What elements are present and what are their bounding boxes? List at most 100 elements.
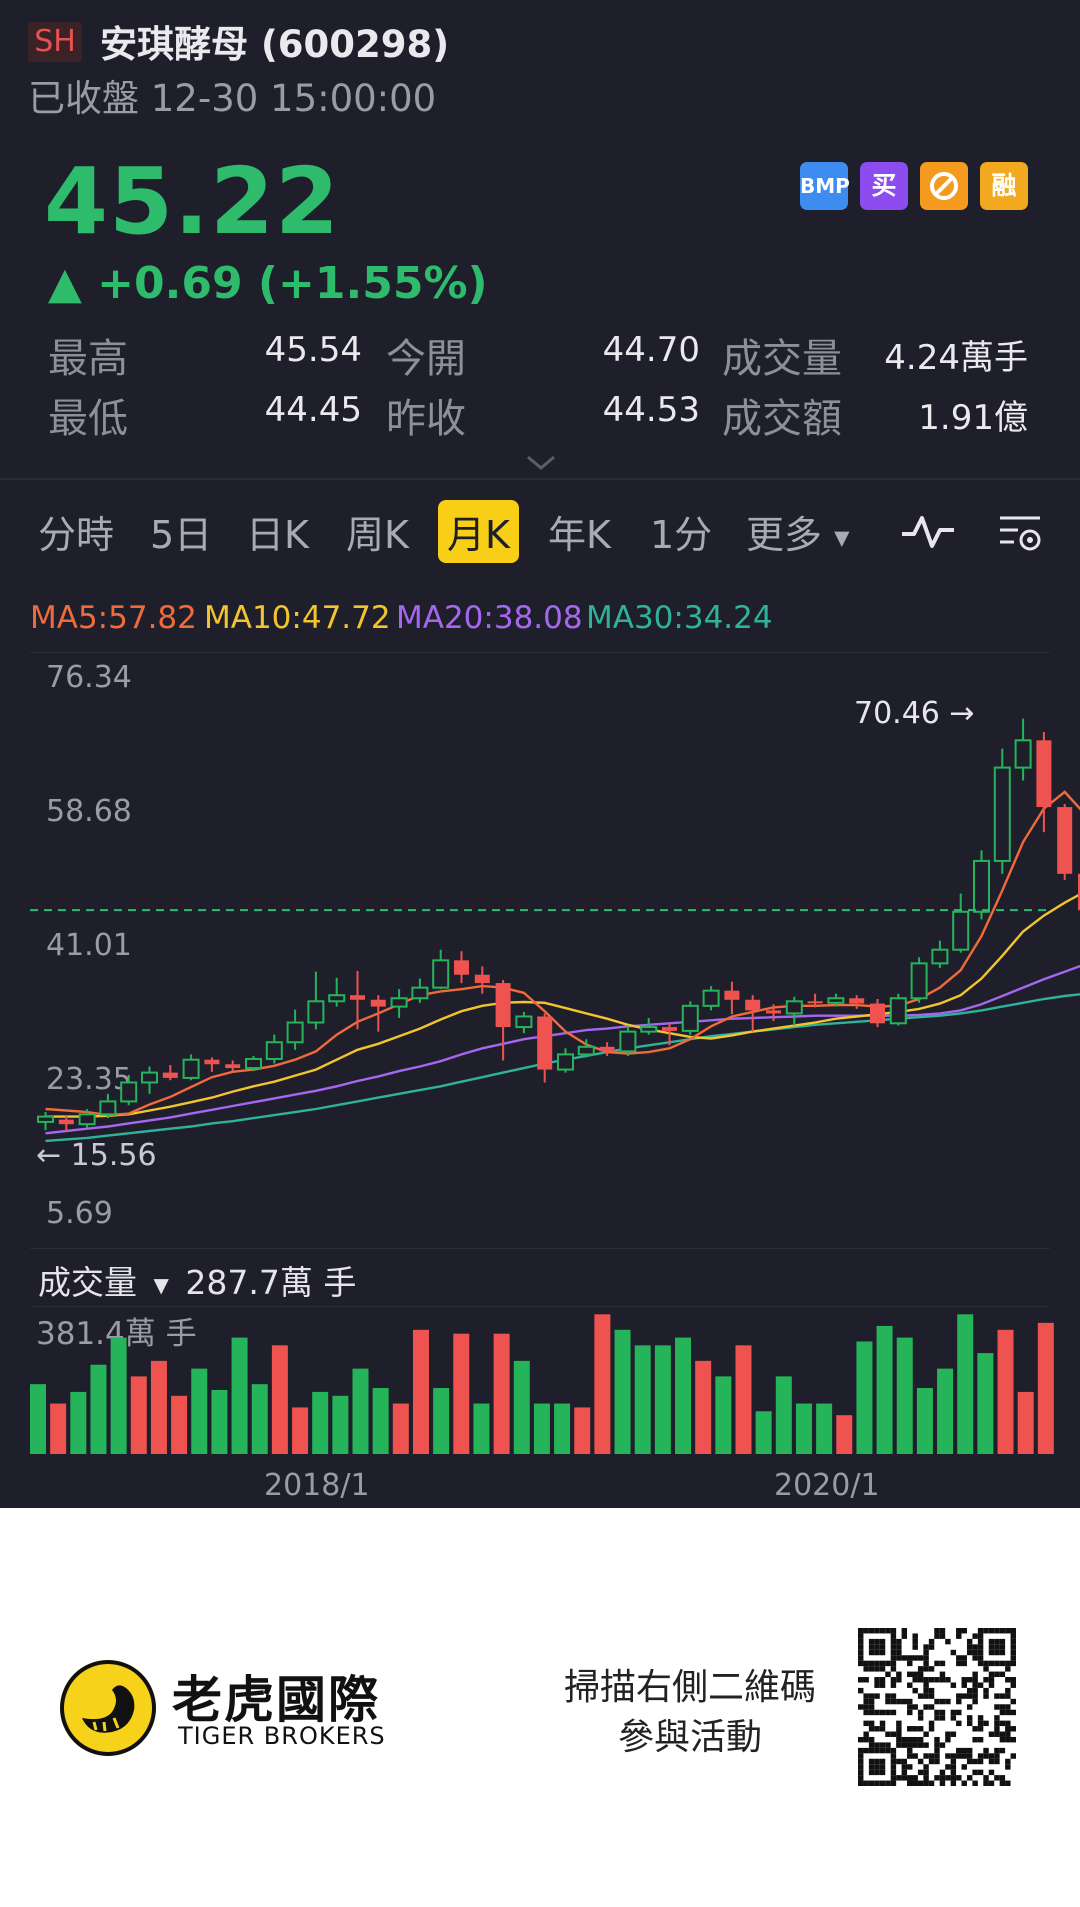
qr-module bbox=[977, 1736, 984, 1743]
qr-module bbox=[912, 1655, 918, 1661]
qr-module bbox=[966, 1649, 973, 1656]
ma10-legend: MA10:47.72 bbox=[204, 600, 391, 636]
qr-module bbox=[874, 1726, 880, 1732]
tab-5day[interactable]: 5日 bbox=[150, 513, 213, 557]
qr-module bbox=[858, 1764, 864, 1770]
qr-module bbox=[972, 1682, 978, 1688]
tab-timeshare[interactable]: 分時 bbox=[38, 513, 115, 557]
tab-more[interactable]: 更多 ▼ bbox=[746, 504, 850, 559]
qr-module bbox=[988, 1644, 995, 1650]
qr-module bbox=[977, 1769, 984, 1776]
tab-weekly-k[interactable]: 周K bbox=[346, 513, 409, 557]
qr-module bbox=[945, 1775, 951, 1781]
qr-module bbox=[917, 1693, 924, 1699]
qr-module bbox=[956, 1747, 962, 1754]
qr-module bbox=[977, 1644, 984, 1650]
volume-bar bbox=[816, 1403, 833, 1454]
qr-module bbox=[863, 1698, 869, 1705]
qr-module bbox=[863, 1747, 869, 1754]
qr-module bbox=[999, 1736, 1006, 1743]
volume-bar bbox=[554, 1403, 571, 1454]
tab-yearly-k[interactable]: 年K bbox=[548, 513, 611, 557]
qr-module bbox=[923, 1649, 929, 1656]
qr-module bbox=[950, 1758, 957, 1765]
qr-module bbox=[868, 1660, 875, 1667]
qr-module bbox=[874, 1638, 880, 1645]
candle-body bbox=[849, 998, 865, 1004]
qr-module bbox=[907, 1736, 913, 1743]
market-status: 已收盤 12-30 15:00:00 bbox=[28, 77, 437, 120]
tab-1min[interactable]: 1分 bbox=[650, 513, 713, 557]
current-price: 45.22 bbox=[44, 148, 341, 255]
candle-body bbox=[99, 1100, 117, 1116]
qr-module bbox=[1010, 1753, 1016, 1759]
qr-module bbox=[1010, 1682, 1016, 1688]
qr-module bbox=[863, 1628, 869, 1634]
qr-module bbox=[896, 1731, 902, 1737]
qr-module bbox=[907, 1742, 913, 1748]
qr-module bbox=[879, 1649, 886, 1656]
qr-module bbox=[988, 1753, 995, 1759]
ma5-legend: MA5:57.82 bbox=[30, 600, 197, 636]
volume-indicator[interactable]: 成交量 ▼ 287.7萬 手 bbox=[38, 1256, 356, 1304]
qr-module bbox=[923, 1753, 929, 1759]
qr-module bbox=[874, 1747, 880, 1754]
qr-module bbox=[868, 1764, 875, 1770]
buy-badge[interactable]: 买 bbox=[860, 162, 908, 210]
qr-module bbox=[890, 1764, 897, 1770]
qr-module bbox=[994, 1649, 1000, 1656]
qr-module bbox=[912, 1742, 918, 1748]
qr-module bbox=[885, 1780, 891, 1786]
volume-chart[interactable] bbox=[0, 1306, 1080, 1466]
ma30-legend: MA30:34.24 bbox=[586, 600, 773, 636]
qr-module bbox=[885, 1747, 891, 1754]
candlestick-chart[interactable] bbox=[0, 652, 1080, 1252]
expand-chevron-icon[interactable] bbox=[524, 446, 558, 481]
qr-module bbox=[879, 1660, 886, 1667]
qr-module bbox=[1010, 1638, 1016, 1645]
qr-module bbox=[885, 1660, 891, 1667]
bmp-badge[interactable]: BMP bbox=[800, 162, 850, 210]
x-axis-label: 2018/1 bbox=[264, 1468, 370, 1503]
qr-module bbox=[972, 1780, 978, 1786]
qr-module bbox=[907, 1671, 913, 1678]
qr-module bbox=[923, 1704, 929, 1710]
qr-module bbox=[950, 1731, 957, 1737]
candle-body bbox=[827, 997, 845, 1004]
volume-bar bbox=[352, 1368, 369, 1454]
qr-module bbox=[994, 1775, 1000, 1781]
volume-bar bbox=[775, 1376, 792, 1454]
qr-module bbox=[983, 1677, 989, 1683]
qr-module bbox=[988, 1649, 995, 1656]
candle-body bbox=[58, 1119, 74, 1125]
qr-module bbox=[994, 1731, 1000, 1737]
qr-module bbox=[907, 1726, 913, 1732]
qr-module bbox=[972, 1736, 978, 1743]
qr-module bbox=[1005, 1704, 1011, 1710]
tab-monthly-k[interactable]: 月K bbox=[438, 500, 519, 563]
qr-module bbox=[966, 1677, 973, 1683]
qr-module bbox=[961, 1753, 967, 1759]
turnover-label: 成交額 bbox=[722, 396, 842, 442]
qr-module bbox=[988, 1780, 995, 1786]
qr-module bbox=[945, 1736, 951, 1743]
qr-module bbox=[868, 1638, 875, 1645]
margin-badge[interactable]: 融 bbox=[980, 162, 1028, 210]
qr-module bbox=[1010, 1736, 1016, 1743]
qr-module bbox=[994, 1660, 1000, 1667]
tab-daily-k[interactable]: 日K bbox=[246, 513, 309, 557]
qr-module bbox=[885, 1671, 891, 1678]
qr-module bbox=[1005, 1731, 1011, 1737]
qr-module bbox=[885, 1709, 891, 1716]
qr-module bbox=[874, 1780, 880, 1786]
qr-module bbox=[1005, 1660, 1011, 1667]
qr-module bbox=[956, 1753, 962, 1759]
indicator-wave-icon[interactable] bbox=[900, 512, 956, 556]
qr-module bbox=[896, 1644, 902, 1650]
qr-code[interactable] bbox=[858, 1628, 1016, 1786]
candle-body bbox=[182, 1058, 200, 1079]
chart-settings-icon[interactable] bbox=[996, 512, 1046, 560]
no-entry-badge[interactable] bbox=[920, 162, 968, 210]
candle-body bbox=[662, 1027, 677, 1031]
prev-close-value: 44.53 bbox=[602, 390, 700, 430]
